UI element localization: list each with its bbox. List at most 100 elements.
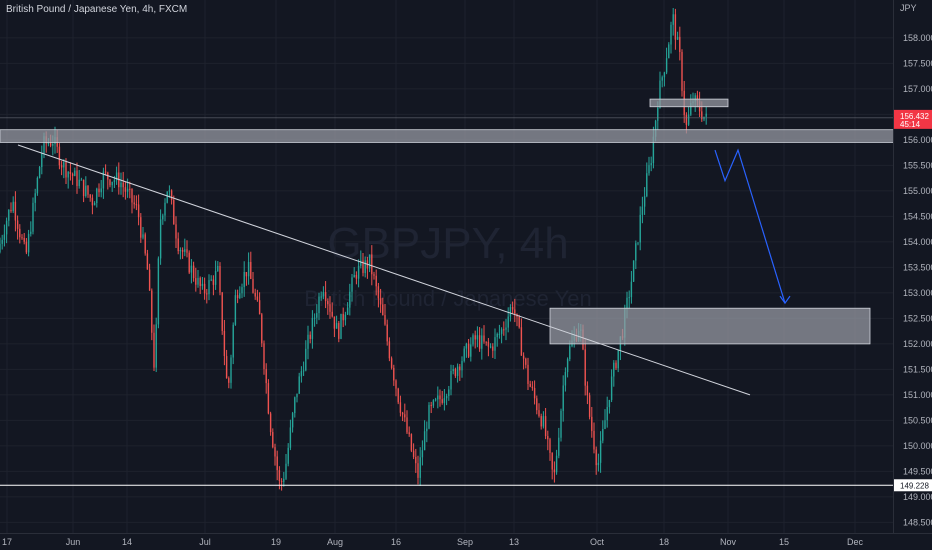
zone-rectangle[interactable]	[549, 307, 871, 345]
candle-body	[34, 193, 36, 203]
projection-path[interactable]	[714, 148, 786, 304]
candle-body	[175, 224, 177, 239]
price-tick-label: 155.500	[903, 160, 932, 170]
candle-body	[672, 14, 674, 25]
price-tick-label: 150.000	[903, 441, 932, 451]
candle-body	[659, 80, 661, 108]
candle-body	[404, 414, 406, 418]
currency-badge[interactable]: JPY	[900, 3, 917, 13]
candle-body	[674, 14, 677, 40]
candle-body	[188, 252, 190, 273]
current-price-value: 156.432	[900, 112, 929, 121]
candle-body	[340, 313, 342, 339]
candle-body	[650, 163, 652, 166]
candle-body	[41, 153, 43, 168]
candle-body	[254, 292, 256, 297]
candle-body	[643, 196, 646, 207]
candle-body	[140, 217, 142, 238]
candle-body	[467, 343, 470, 357]
candle-body	[481, 335, 483, 349]
candle-body	[685, 114, 688, 125]
candle-body	[604, 420, 606, 429]
candle-body	[217, 266, 219, 271]
candle-body	[610, 376, 613, 400]
candle-body	[241, 287, 243, 294]
time-tick-label: 19	[271, 537, 281, 547]
candle-body	[430, 405, 432, 407]
candle-body	[63, 162, 65, 168]
candle-body	[494, 337, 496, 351]
candle-body	[269, 413, 272, 433]
chart-drawings[interactable]	[0, 98, 932, 486]
candle-body	[522, 355, 525, 359]
time-tick-label: Jun	[66, 537, 81, 547]
candle-body	[278, 470, 281, 481]
price-tick-label: 157.500	[903, 58, 932, 68]
candle-body	[76, 170, 78, 187]
price-axis-bg	[893, 0, 932, 550]
time-tick-label: Aug	[327, 537, 343, 547]
candle-body	[382, 304, 384, 316]
price-tick-label: 157.000	[903, 84, 932, 94]
time-tick-label: 13	[509, 537, 519, 547]
candle-body	[316, 313, 318, 318]
candle-body	[553, 469, 556, 473]
candle-body	[419, 457, 421, 478]
zone-rectangle[interactable]	[649, 98, 729, 108]
candle-body	[687, 114, 690, 125]
candle-body	[525, 358, 527, 365]
candle-body	[441, 399, 443, 403]
candle-body	[393, 367, 395, 381]
candle-body	[49, 143, 52, 146]
candle-body	[256, 296, 259, 301]
candle-body	[505, 327, 507, 330]
candle-body	[115, 172, 118, 181]
candle-body	[32, 202, 34, 232]
candle-body	[302, 370, 305, 372]
candle-body	[245, 272, 248, 277]
candle-body	[694, 95, 696, 102]
candle-body	[320, 296, 322, 298]
price-axis[interactable]: 148.000148.500149.000149.500150.000150.5…	[893, 0, 932, 550]
candle-body	[681, 51, 683, 91]
candle-body	[377, 286, 380, 299]
candle-body	[397, 388, 399, 403]
price-tick-label: 154.000	[903, 237, 932, 247]
candle-body	[87, 185, 89, 195]
price-tick-label: 152.500	[903, 313, 932, 323]
time-axis[interactable]: 17 Jun 14 Jul 19 Aug 16 Sep 13 Oct 18 Nov 15 Dec	[0, 533, 932, 550]
price-tick-label: 149.500	[903, 466, 932, 476]
candle-body	[569, 346, 571, 360]
candle-body	[690, 102, 692, 115]
candle-body	[236, 295, 239, 298]
candle-body	[648, 165, 650, 174]
candle-body	[294, 397, 296, 414]
trendline[interactable]	[17, 144, 751, 396]
candle-body	[30, 231, 32, 234]
candle-body	[239, 293, 241, 298]
chart-watermark: GBPJPY, 4h British Pound / Japanese Yen	[304, 219, 591, 311]
price-tick-label: 149.000	[903, 492, 932, 502]
candle-body	[591, 416, 593, 431]
candle-body	[69, 171, 72, 174]
candle-body	[331, 311, 333, 317]
candle-body	[85, 185, 87, 197]
candle-body	[665, 58, 668, 73]
price-tick-label: 153.500	[903, 262, 932, 272]
zone-rectangle[interactable]	[0, 129, 932, 143]
candle-body	[214, 270, 217, 285]
candle-body	[355, 274, 358, 279]
candle-body	[159, 219, 162, 259]
candle-body	[520, 327, 523, 356]
candle-body	[212, 279, 215, 285]
candle-body	[10, 209, 12, 212]
candle-body	[60, 165, 63, 168]
candle-body	[221, 292, 223, 331]
candle-body	[555, 455, 558, 473]
candle-body	[421, 450, 424, 458]
candle-body	[1, 239, 3, 244]
candle-body	[296, 393, 298, 398]
projection-arrowhead	[779, 295, 791, 305]
candle-body	[560, 410, 562, 438]
